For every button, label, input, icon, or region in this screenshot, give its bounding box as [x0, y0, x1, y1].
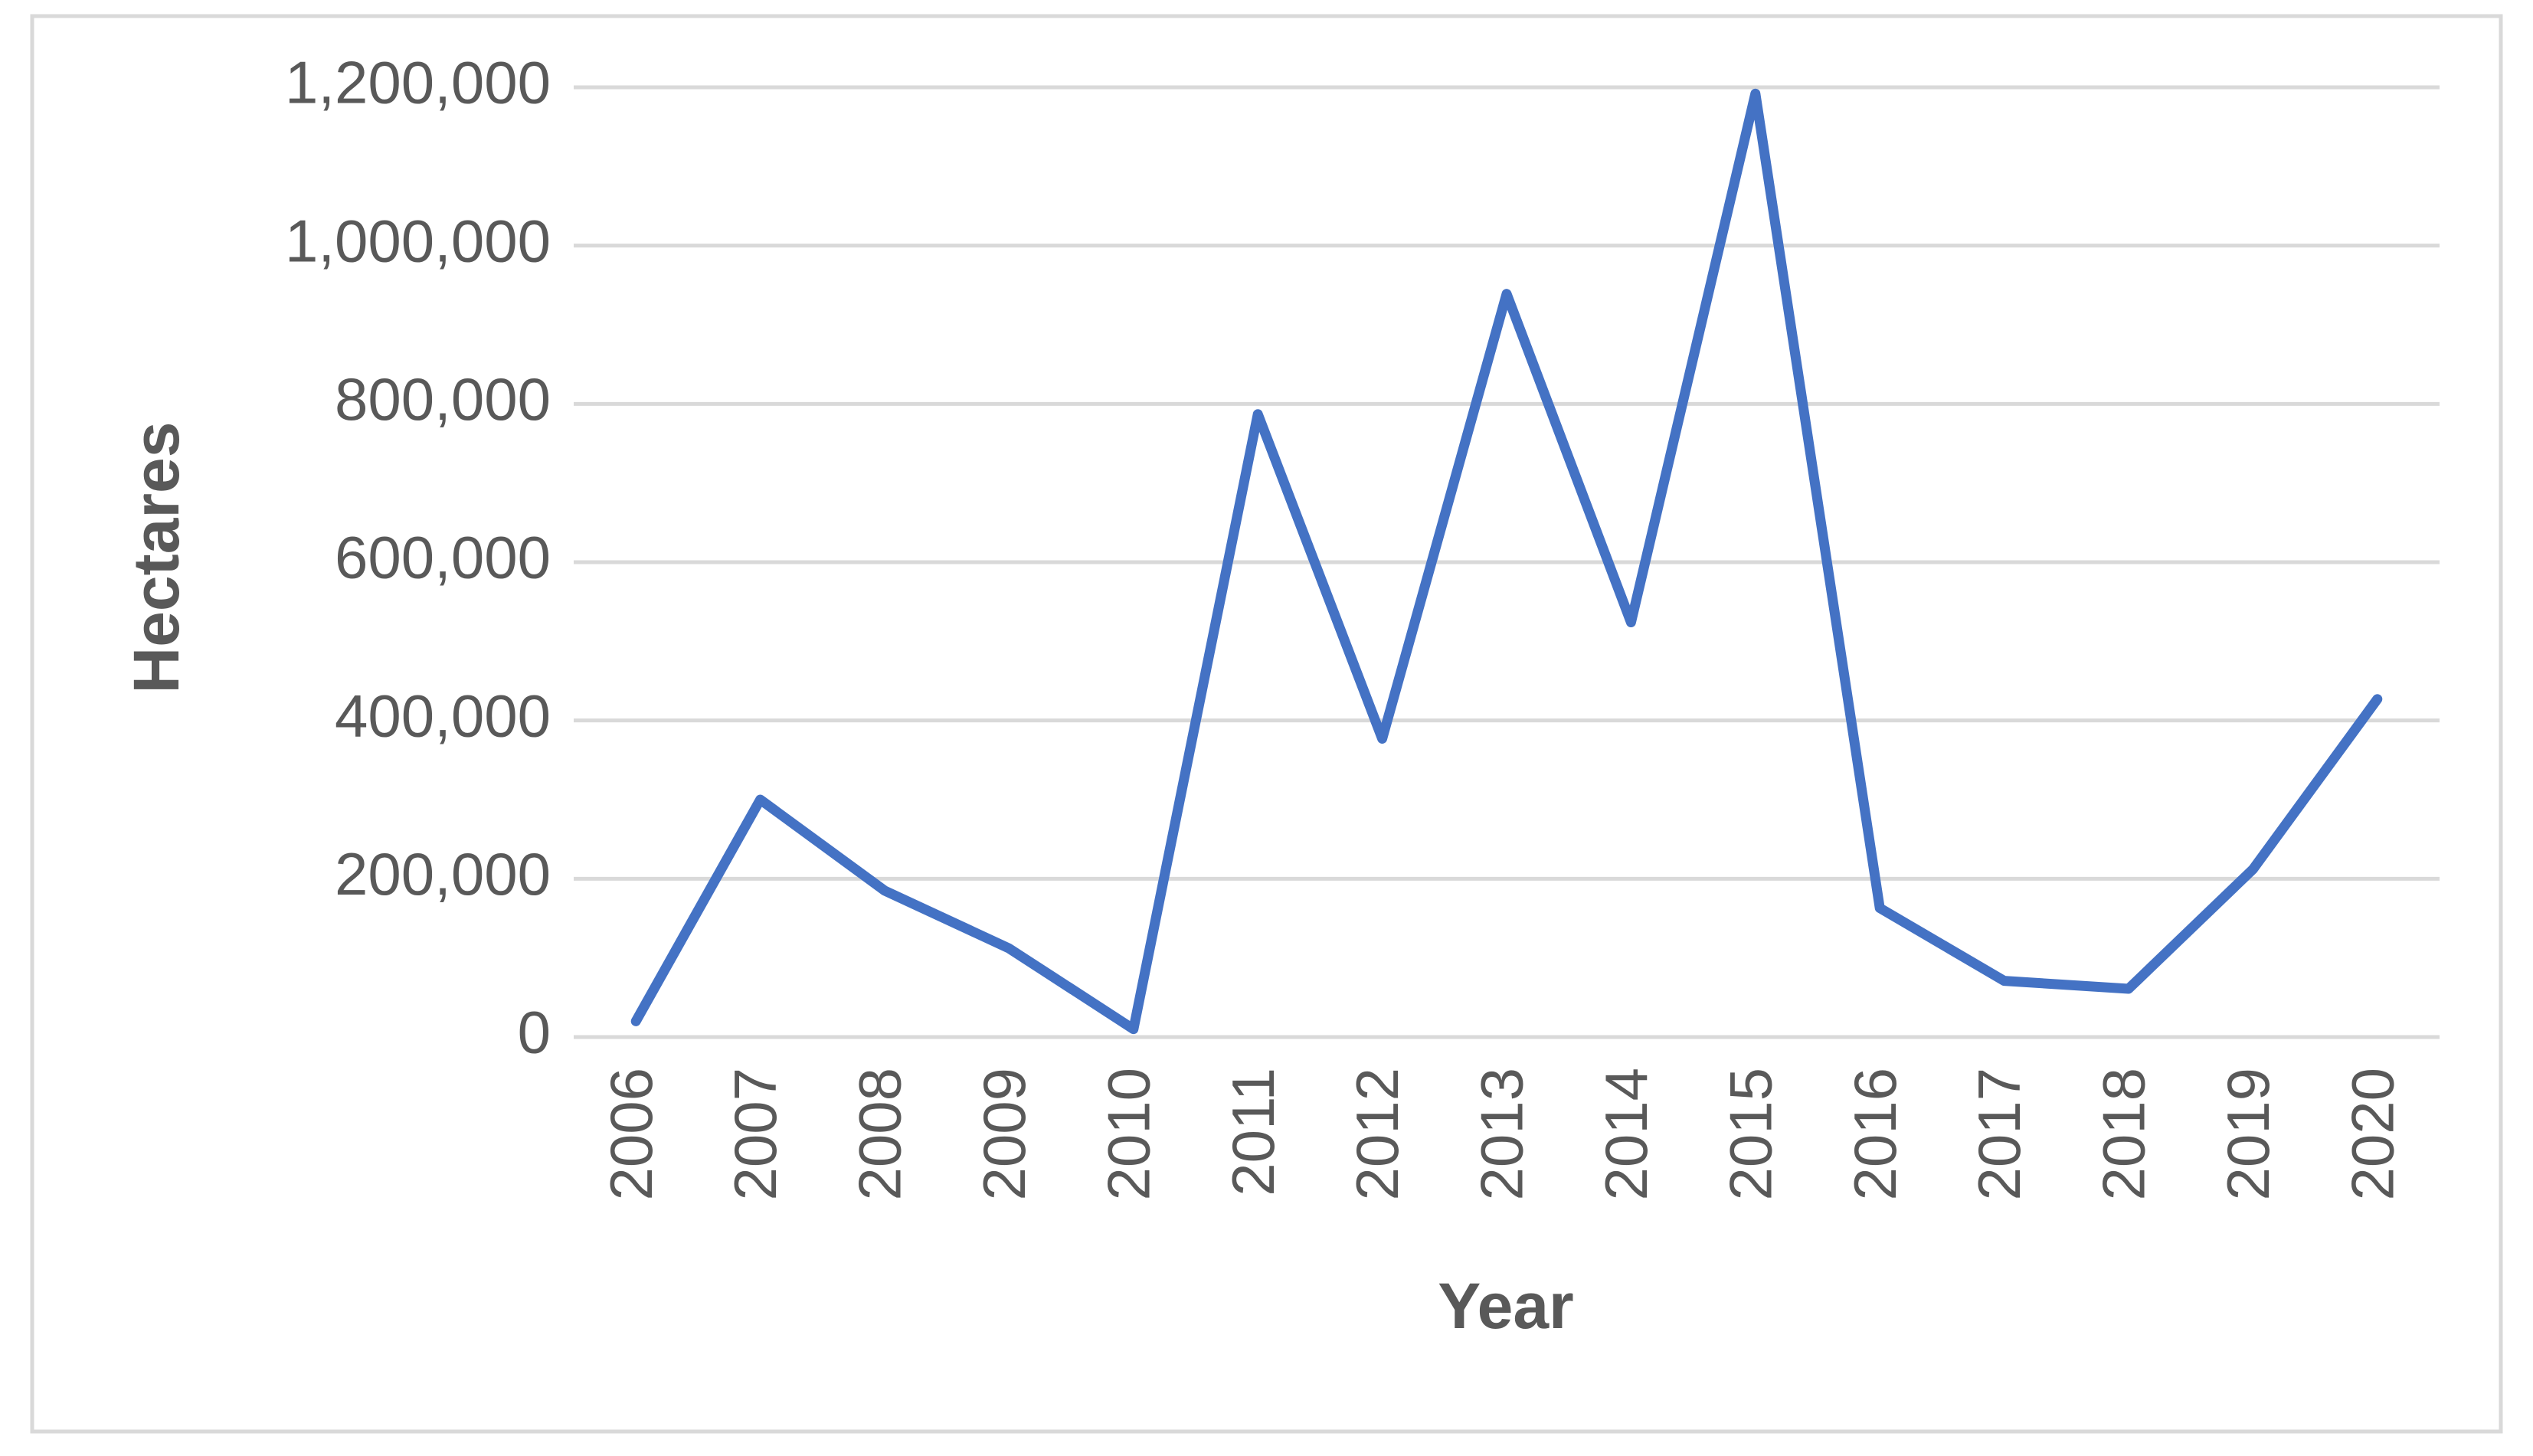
x-tick-label: 2012: [1343, 1068, 1411, 1201]
x-tick-label: 2007: [722, 1068, 789, 1201]
y-tick-label: 200,000: [335, 840, 551, 908]
x-tick-label: 2013: [1468, 1068, 1536, 1201]
x-tick-label: 2019: [2214, 1068, 2282, 1201]
x-tick-label: 2020: [2338, 1068, 2406, 1201]
x-tick-label: 2010: [1095, 1068, 1162, 1201]
x-tick-label: 2006: [597, 1068, 665, 1201]
x-tick-label: 2008: [846, 1068, 914, 1201]
x-tick-label: 2009: [970, 1068, 1038, 1201]
data-line: [630, 88, 2383, 1035]
x-tick-label: 2014: [1592, 1068, 1660, 1201]
y-tick-label: 1,000,000: [285, 207, 551, 274]
x-tick-label: 2011: [1219, 1068, 1287, 1196]
chart-border: [30, 14, 2503, 1434]
y-tick-label: 0: [518, 999, 551, 1066]
y-axis-title: Hectares: [120, 422, 192, 694]
x-tick-label: 2018: [2090, 1068, 2158, 1201]
x-tick-label: 2016: [1841, 1068, 1909, 1201]
y-tick-label: 400,000: [335, 682, 551, 749]
y-tick-label: 600,000: [335, 524, 551, 591]
x-tick-label: 2017: [1965, 1068, 2033, 1201]
y-tick-label: 1,200,000: [285, 49, 551, 116]
x-tick-label: 2015: [1716, 1068, 1784, 1201]
y-tick-label: 800,000: [335, 365, 551, 433]
x-axis-title: Year: [1438, 1270, 1574, 1342]
